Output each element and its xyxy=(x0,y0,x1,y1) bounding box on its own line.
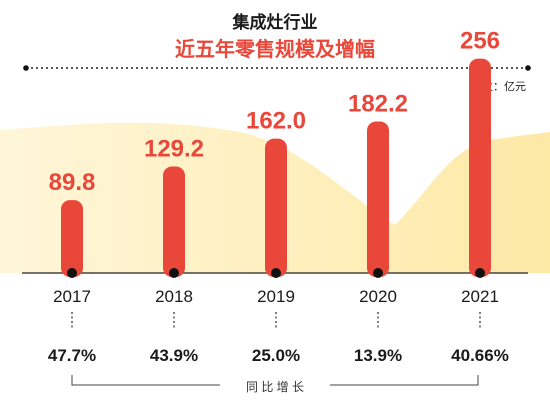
bar-base-dot xyxy=(373,268,383,278)
bar-base-dot xyxy=(271,268,281,278)
value-label: 129.2 xyxy=(144,136,204,163)
bar-base-dot xyxy=(169,268,179,278)
bars-layer: 89.8 2017 47.7% 129.2 2018 43.9% 162.0 2019 25.0… xyxy=(48,28,509,365)
x-tick-label: 2020 xyxy=(359,287,397,306)
growth-rate-label: 25.0% xyxy=(252,346,300,365)
bar xyxy=(61,200,83,277)
value-label: 162.0 xyxy=(246,108,306,135)
x-tick-label: 2019 xyxy=(257,287,295,306)
growth-caption: 同 比 增 长 xyxy=(246,380,304,394)
growth-caption-bg xyxy=(220,378,330,394)
growth-rate-label: 40.66% xyxy=(451,346,509,365)
bar-base-dot xyxy=(475,268,485,278)
top-rule-left-dot xyxy=(23,65,29,71)
bar xyxy=(469,58,491,278)
growth-rate-label: 47.7% xyxy=(48,346,96,365)
value-label: 182.2 xyxy=(348,90,408,117)
growth-rate-label: 43.9% xyxy=(150,346,198,365)
value-label: 89.8 xyxy=(49,169,96,196)
x-tick-label: 2021 xyxy=(461,287,499,306)
bar xyxy=(367,121,389,277)
value-label: 256 xyxy=(460,28,500,55)
chart-title: 集成灶行业 xyxy=(232,13,318,33)
bar-base-dot xyxy=(67,268,77,278)
bar xyxy=(163,166,185,277)
x-tick-label: 2018 xyxy=(155,287,193,306)
top-rule-right-dot xyxy=(525,65,531,71)
growth-rate-label: 13.9% xyxy=(354,346,402,365)
bar xyxy=(265,138,287,277)
x-tick-label: 2017 xyxy=(53,287,91,306)
chart-subtitle: 近五年零售规模及增幅 xyxy=(175,37,375,61)
